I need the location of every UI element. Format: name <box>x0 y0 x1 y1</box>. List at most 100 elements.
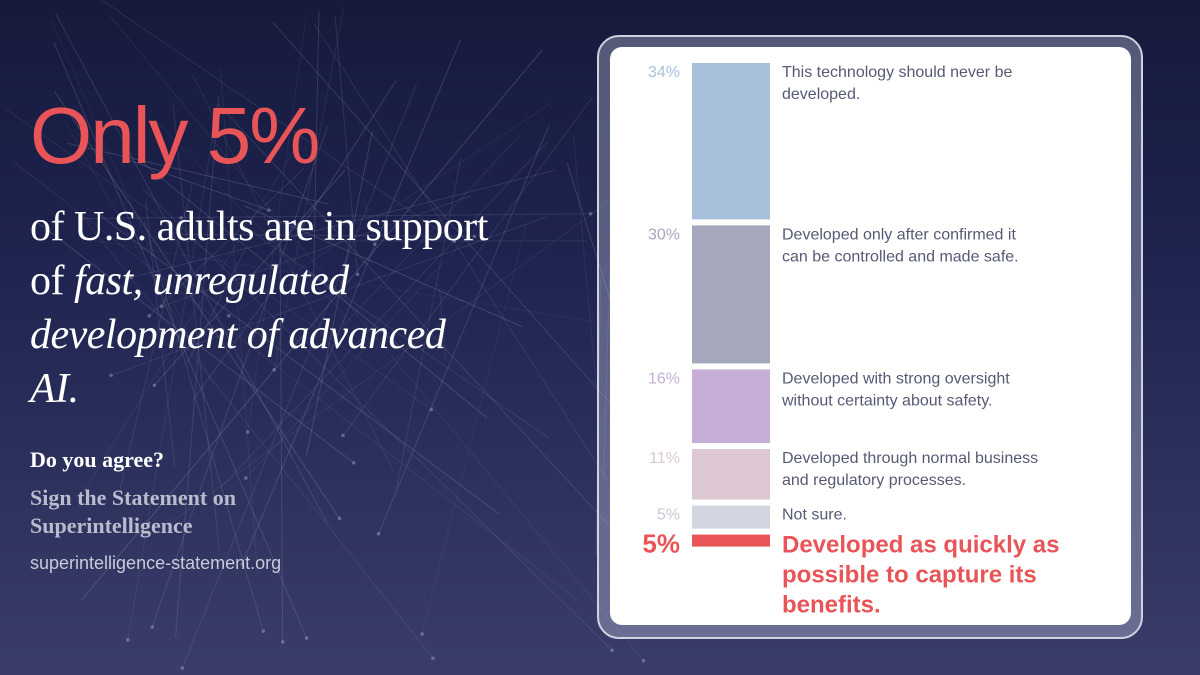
background-dot <box>150 625 154 629</box>
background-line <box>127 104 219 641</box>
background-dot <box>159 304 164 309</box>
subheadline-plain: of U.S. adults are in support of <box>30 204 488 304</box>
background-line <box>95 211 499 515</box>
category-label-line: Developed through normal business <box>782 450 1038 467</box>
bar-segment <box>692 225 770 364</box>
background-dot <box>431 656 435 661</box>
value-label: 5% <box>642 529 680 559</box>
background-line <box>53 42 308 639</box>
background-line <box>342 97 593 436</box>
background-dot <box>272 368 276 372</box>
background-dot <box>129 275 133 280</box>
background-line <box>117 184 193 500</box>
background-line <box>153 169 346 386</box>
background-dot <box>240 562 245 566</box>
background-line <box>37 222 355 464</box>
subheadline: of U.S. adults are in support of fast, u… <box>30 200 490 416</box>
background-line <box>143 163 279 274</box>
cta-url-link[interactable]: superintelligence-statement.org <box>30 553 282 573</box>
background-line <box>82 216 434 659</box>
cta-question: Do you agree? <box>30 447 165 472</box>
background-line <box>279 221 284 642</box>
background-line <box>151 126 328 628</box>
background-dot <box>180 666 185 670</box>
bar-segment <box>692 505 770 529</box>
stacked-bar-chart: 34% This technology should never be develo… <box>642 63 1059 619</box>
background-line <box>572 134 599 410</box>
background-line <box>186 248 246 364</box>
background-line <box>67 142 329 205</box>
category-label-line: Developed with strong oversight <box>782 370 1010 387</box>
background-line <box>148 167 305 317</box>
background-dot <box>304 636 309 640</box>
category-label-line: developed. <box>782 86 860 103</box>
background-line <box>54 91 340 519</box>
background-line <box>193 286 276 400</box>
category-label-line: possible to capture its <box>782 562 1037 589</box>
bar-segment <box>692 63 770 220</box>
background-line <box>155 120 387 358</box>
background-line <box>421 225 527 635</box>
cta-sign-statement: Sign the Statement on Superintelligence <box>30 485 236 538</box>
background-line <box>142 188 613 651</box>
value-label: 34% <box>648 64 680 81</box>
chart-card: 34% This technology should never be develo… <box>610 47 1131 625</box>
background-dot <box>147 314 152 318</box>
background-line <box>81 137 303 495</box>
value-label: 11% <box>649 450 680 467</box>
background-line <box>64 121 215 386</box>
background-line <box>172 197 615 522</box>
background-dot <box>429 407 434 412</box>
background-line <box>161 195 471 307</box>
background-dot <box>588 211 593 216</box>
background-line <box>145 201 176 467</box>
background-dot <box>641 658 646 663</box>
background-line <box>395 158 462 490</box>
background-dot <box>179 215 184 220</box>
background-line <box>172 103 220 548</box>
subheadline-italic: fast, unregulated development of advance… <box>30 258 446 412</box>
background-line <box>12 160 579 601</box>
category-label-line: Developed only after confirmed it <box>782 226 1016 243</box>
background-line <box>273 7 345 370</box>
background-dot <box>420 632 424 636</box>
background-dot <box>244 476 248 480</box>
background-dot <box>372 242 377 247</box>
value-label: 16% <box>648 370 680 387</box>
background-line <box>242 224 550 439</box>
background-line <box>308 271 488 419</box>
background-line <box>123 157 270 211</box>
value-label: 30% <box>648 226 680 243</box>
background-line <box>295 80 397 237</box>
background-line <box>312 10 320 288</box>
background-line <box>191 72 394 471</box>
background-dot <box>226 313 231 318</box>
background-dot <box>267 208 271 213</box>
background-line <box>241 39 462 565</box>
background-line <box>363 198 376 245</box>
background-line <box>247 15 307 433</box>
background-line <box>245 211 491 479</box>
background-line <box>181 84 418 669</box>
background-dot <box>125 638 130 642</box>
background-dot <box>472 234 477 239</box>
bar-segment <box>692 369 770 443</box>
background-line <box>81 49 543 601</box>
background-line <box>439 288 447 359</box>
background-line <box>55 14 328 524</box>
background-dot <box>355 272 360 277</box>
background-line <box>175 96 220 638</box>
background-line <box>243 205 523 328</box>
bar-segment <box>692 534 770 547</box>
background-line <box>143 221 264 632</box>
background-line <box>313 23 608 481</box>
background-line <box>334 15 359 275</box>
background-line <box>343 134 521 326</box>
category-label-line: can be controlled and made safe. <box>782 248 1019 265</box>
value-label: 5% <box>657 507 680 524</box>
background-dot <box>341 433 345 438</box>
background-line <box>4 107 432 410</box>
background-line <box>50 20 193 345</box>
background-line <box>142 217 182 250</box>
